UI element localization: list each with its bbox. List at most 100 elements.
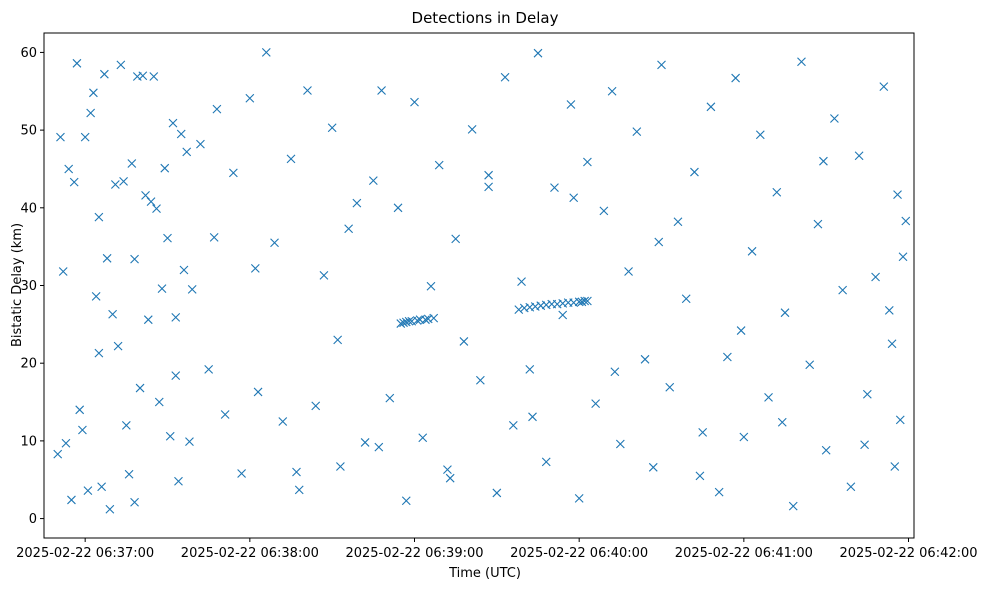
- data-point: [292, 467, 301, 477]
- data-point: [209, 232, 219, 242]
- data-point: [377, 86, 386, 95]
- data-point: [890, 462, 900, 471]
- data-point: [108, 309, 118, 319]
- data-point: [860, 440, 869, 450]
- data-point: [797, 57, 806, 67]
- data-point: [182, 147, 192, 157]
- data-point: [130, 254, 139, 264]
- data-point: [871, 272, 880, 282]
- data-point: [884, 305, 894, 315]
- data-point: [525, 365, 535, 374]
- data-point: [550, 183, 559, 192]
- data-point: [146, 197, 156, 206]
- data-point: [333, 335, 343, 345]
- data-point: [143, 315, 153, 325]
- data-point: [399, 318, 408, 328]
- data-point: [528, 412, 537, 422]
- data-point: [102, 253, 112, 263]
- data-point: [94, 348, 104, 358]
- data-point: [336, 462, 345, 471]
- data-point: [541, 457, 551, 467]
- data-point: [72, 58, 82, 68]
- data-point: [632, 127, 642, 137]
- data-point: [777, 417, 787, 427]
- data-point: [58, 267, 68, 276]
- data-point: [722, 352, 732, 362]
- data-point: [86, 108, 96, 118]
- data-point: [149, 72, 159, 81]
- x-tick-label: 2025-02-22 06:39:00: [345, 546, 483, 561]
- data-point: [410, 97, 419, 107]
- data-point: [165, 431, 175, 441]
- y-axis-label: Bistatic Delay (km): [10, 223, 25, 347]
- data-point: [830, 114, 839, 123]
- data-point: [445, 473, 455, 483]
- x-tick-label: 2025-02-22 06:37:00: [16, 546, 154, 561]
- data-point: [443, 465, 452, 475]
- data-point: [352, 198, 362, 208]
- data-point: [805, 360, 815, 370]
- data-point: [517, 277, 526, 287]
- data-point: [53, 449, 63, 459]
- data-point: [412, 316, 422, 325]
- data-point: [61, 438, 71, 448]
- data-point: [788, 501, 798, 511]
- data-point: [657, 60, 666, 70]
- data-point: [475, 375, 485, 385]
- data-point: [821, 445, 831, 455]
- data-point: [607, 86, 617, 96]
- data-point: [319, 271, 329, 280]
- data-point: [665, 382, 675, 392]
- data-point: [514, 305, 524, 314]
- data-point: [64, 164, 74, 174]
- data-point: [135, 383, 145, 393]
- data-point: [838, 285, 848, 295]
- data-point: [772, 187, 782, 197]
- data-point: [492, 488, 502, 498]
- data-point: [580, 296, 590, 306]
- data-point: [591, 399, 601, 408]
- y-tick-label: 10: [20, 434, 37, 449]
- data-point: [895, 415, 905, 425]
- data-point: [127, 159, 137, 168]
- data-point: [237, 469, 246, 478]
- y-tick-label: 0: [29, 512, 37, 527]
- data-point: [185, 437, 194, 447]
- data-point: [393, 203, 403, 213]
- data-point: [171, 371, 181, 381]
- data-point: [610, 367, 620, 377]
- data-point: [451, 234, 461, 244]
- data-point: [105, 504, 115, 514]
- data-point: [327, 123, 337, 133]
- data-point: [187, 284, 197, 294]
- data-point: [624, 267, 633, 276]
- data-point: [893, 190, 902, 199]
- data-point: [558, 310, 568, 320]
- data-point: [344, 224, 354, 234]
- data-point: [67, 495, 76, 505]
- data-point: [764, 392, 773, 402]
- data-point: [78, 425, 87, 435]
- data-point: [714, 487, 724, 497]
- data-point: [583, 296, 592, 306]
- data-point: [854, 151, 864, 161]
- data-point: [99, 69, 109, 79]
- data-point: [75, 405, 85, 415]
- data-point: [119, 177, 128, 186]
- data-point: [706, 102, 716, 112]
- data-point: [163, 233, 172, 243]
- data-point: [731, 73, 740, 83]
- y-tick-label: 50: [20, 124, 37, 139]
- data-point: [171, 312, 181, 322]
- data-point: [374, 442, 384, 452]
- data-point: [97, 482, 107, 492]
- data-point: [429, 313, 439, 323]
- data-point: [176, 129, 186, 139]
- data-point: [690, 167, 699, 177]
- data-point: [574, 493, 584, 503]
- data-point: [846, 482, 856, 492]
- data-point: [69, 177, 79, 187]
- x-tick-label: 2025-02-22 06:40:00: [510, 546, 648, 561]
- y-tick-label: 30: [20, 279, 37, 294]
